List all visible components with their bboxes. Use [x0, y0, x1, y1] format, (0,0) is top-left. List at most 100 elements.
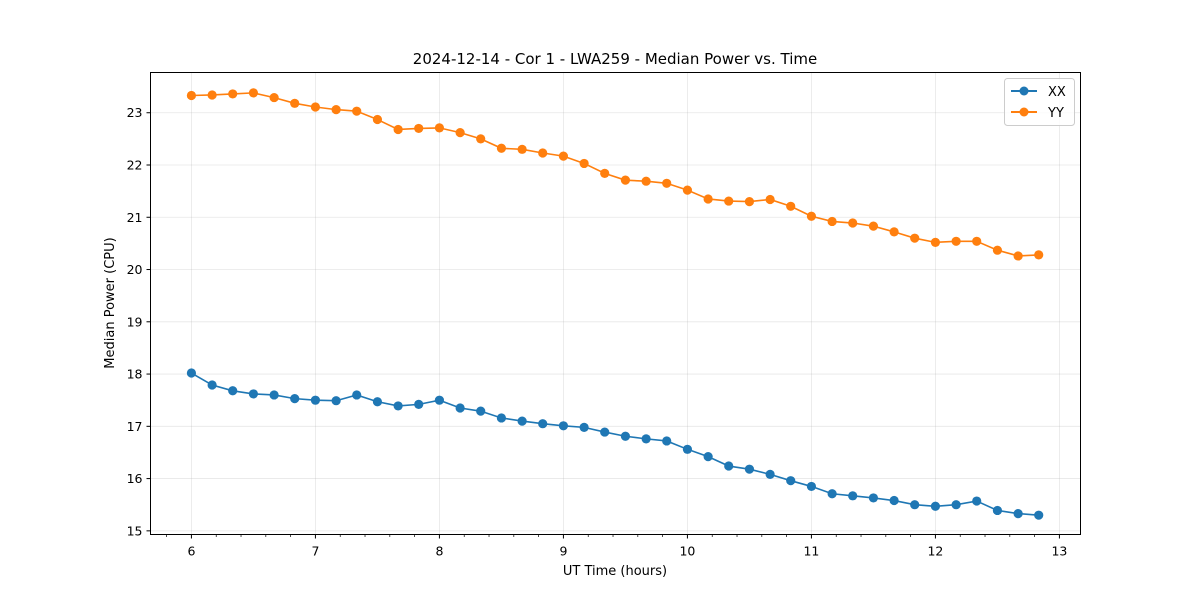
data-point-xx — [331, 396, 341, 406]
data-point-xx — [1013, 508, 1023, 519]
data-point-yy — [889, 227, 899, 237]
data-point-yy — [703, 194, 713, 204]
data-point-xx — [765, 469, 775, 479]
chart-title: 2024-12-14 - Cor 1 - LWA259 - Median Pow… — [413, 50, 817, 68]
data-point-xx — [414, 399, 424, 409]
grid — [150, 72, 1081, 535]
data-point-xx — [786, 476, 796, 486]
data-point-yy — [414, 123, 424, 134]
data-point-xx — [827, 489, 837, 499]
data-point-xx — [620, 431, 631, 441]
data-point-yy — [269, 92, 279, 103]
data-point-yy — [310, 102, 321, 112]
legend-label-xx: XX — [1048, 85, 1066, 100]
data-point-yy — [972, 236, 982, 246]
plot-frame — [150, 72, 1081, 535]
data-point-xx — [703, 452, 713, 462]
x-tick-label: 9 — [559, 544, 567, 559]
data-point-yy — [786, 201, 796, 211]
data-point-xx — [951, 500, 961, 510]
y-tick-label: 22 — [127, 158, 143, 173]
data-point-yy — [641, 176, 651, 186]
data-point-yy — [951, 236, 961, 246]
data-point-xx — [600, 427, 610, 437]
y-tick-label: 15 — [127, 523, 143, 538]
series-layer — [186, 88, 1044, 520]
data-point-xx — [393, 401, 403, 411]
data-point-xx — [186, 368, 197, 378]
data-point-yy — [393, 124, 403, 135]
data-point-xx — [558, 421, 569, 431]
data-point-yy — [765, 194, 775, 205]
data-point-xx — [517, 416, 527, 426]
data-point-yy — [848, 218, 858, 228]
x-tick-label: 13 — [1051, 544, 1067, 559]
legend-marker-xx — [1019, 86, 1029, 96]
x-tick-label: 12 — [927, 544, 943, 559]
data-point-xx — [682, 444, 693, 454]
data-point-xx — [496, 413, 507, 423]
data-point-xx — [641, 434, 651, 444]
data-point-xx — [889, 495, 899, 506]
data-point-yy — [1034, 250, 1044, 260]
data-point-yy — [992, 245, 1003, 255]
data-point-yy — [496, 143, 507, 153]
data-point-yy — [455, 128, 465, 138]
data-point-yy — [579, 158, 589, 169]
data-point-yy — [207, 90, 217, 100]
data-point-yy — [910, 233, 920, 243]
data-point-xx — [455, 403, 465, 413]
y-axis-label: Median Power (CPU) — [103, 237, 118, 368]
y-tick-label: 23 — [127, 105, 143, 120]
legend-label-yy: YY — [1047, 106, 1064, 121]
data-point-xx — [868, 493, 879, 503]
data-point-yy — [290, 98, 300, 108]
data-point-xx — [352, 390, 362, 400]
x-axis-label: UT Time (hours) — [563, 564, 667, 579]
data-point-yy — [662, 178, 672, 188]
legend-marker-yy — [1019, 107, 1029, 117]
x-tick-label: 6 — [187, 544, 195, 559]
legend: XX YY — [1004, 78, 1075, 126]
data-point-yy — [228, 89, 238, 99]
data-point-xx — [248, 389, 259, 399]
data-point-yy — [806, 211, 817, 221]
data-point-yy — [868, 221, 879, 231]
y-tick-label: 16 — [127, 471, 143, 486]
data-point-xx — [579, 422, 589, 432]
y-tick-label: 17 — [127, 419, 143, 434]
data-point-xx — [848, 491, 858, 501]
data-point-xx — [806, 481, 817, 492]
data-point-yy — [827, 216, 837, 227]
data-point-yy — [600, 168, 610, 178]
y-tick-label: 20 — [127, 262, 143, 277]
series-xx — [186, 368, 1044, 520]
data-point-xx — [434, 395, 445, 405]
data-point-yy — [352, 106, 362, 116]
y-axis: 15 16 17 18 19 20 21 22 23 — [127, 105, 151, 538]
data-point-xx — [310, 395, 321, 405]
data-point-yy — [538, 148, 548, 158]
data-point-xx — [372, 397, 383, 407]
data-point-yy — [724, 196, 734, 206]
data-point-yy — [744, 196, 755, 207]
data-point-yy — [372, 114, 383, 125]
data-point-yy — [434, 123, 445, 133]
data-point-yy — [558, 151, 569, 161]
data-point-xx — [910, 500, 920, 510]
x-tick-label: 11 — [803, 544, 819, 559]
y-tick-label: 18 — [127, 367, 143, 382]
data-point-xx — [290, 394, 300, 404]
y-tick-label: 21 — [127, 210, 143, 225]
series-line-yy — [191, 92, 1039, 257]
x-tick-label: 8 — [435, 544, 443, 559]
x-axis: 6 7 8 9 10 11 12 13 — [166, 534, 1067, 559]
data-point-yy — [620, 175, 631, 185]
x-tick-label: 10 — [679, 544, 695, 559]
x-tick-label: 7 — [311, 544, 319, 559]
y-tick-label: 19 — [127, 314, 143, 329]
data-point-yy — [930, 237, 941, 247]
data-point-xx — [538, 419, 548, 429]
data-point-yy — [682, 185, 693, 195]
